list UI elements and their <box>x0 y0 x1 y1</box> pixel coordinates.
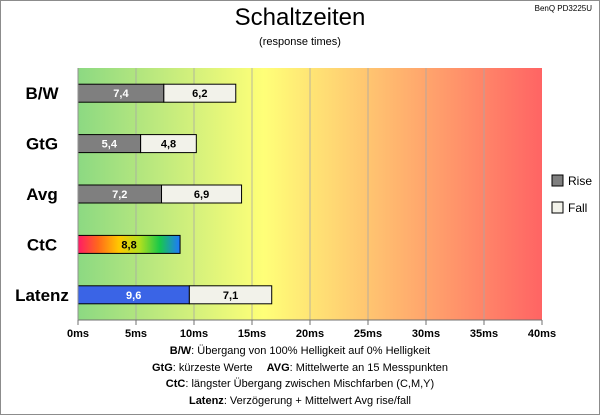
note-ctc-label: CtC <box>165 378 186 390</box>
x-tick-label: 0ms <box>67 328 89 340</box>
chart-title: Schaltzeiten <box>234 4 366 31</box>
bar-fall-label: 6,9 <box>194 189 209 201</box>
x-tick-label: 40ms <box>528 328 556 340</box>
bar-fall-label: 6,2 <box>192 88 207 100</box>
note-ctc: CtC: längster Übergang zwischen Mischfar… <box>0 376 600 393</box>
bars: 7,4 6,2 5,4 4,8 7,2 6,9 8,8 9,6 7,1 <box>77 83 273 305</box>
category-label: Avg <box>26 185 58 204</box>
chart-subtitle: (response times) <box>259 36 341 48</box>
bar-rise-label: 5,4 <box>102 139 118 151</box>
bar-rise-label: 7,4 <box>113 88 129 100</box>
note-ctc-text: : längster Übergang zwischen Mischfarben… <box>185 378 435 390</box>
note-bw: B/W: Übergang von 100% Helligkeit auf 0%… <box>0 343 600 360</box>
bar-fall-label: 7,1 <box>223 290 238 302</box>
bar-rise-label: 7,2 <box>112 189 127 201</box>
note-bw-label: B/W <box>169 345 192 357</box>
bar-fall-label: 4,8 <box>161 139 176 151</box>
note-avg-label: AVG <box>266 361 290 374</box>
x-tick-label: 10ms <box>180 328 208 340</box>
x-tick-label: 20ms <box>296 328 324 340</box>
x-tick-label: 15ms <box>238 328 266 340</box>
x-tick-label: 5ms <box>125 328 147 340</box>
note-avg-text: : Mittelwerte an 15 Messpunkten <box>289 361 449 374</box>
legend-swatch <box>551 201 564 214</box>
notes-block: B/W: Übergang von 100% Helligkeit auf 0%… <box>0 343 600 409</box>
legend-label: Fall <box>568 201 587 215</box>
x-tick-label: 35ms <box>470 328 498 340</box>
note-latenz-label: Latenz <box>188 394 224 407</box>
note-gtg-label: GtG <box>151 361 173 374</box>
bar-fall <box>188 285 273 305</box>
category-labels: B/W GtG Avg CtC Latenz <box>15 84 69 305</box>
x-tick-label: 25ms <box>354 328 382 340</box>
category-label: Latenz <box>15 286 69 305</box>
note-latenz-text: : Verzögerung + Mittelwert Avg rise/fall <box>223 394 412 407</box>
bar-fall <box>161 184 243 204</box>
note-gtg-text: : kürzeste Werte <box>172 361 253 374</box>
x-tick-label: 30ms <box>412 328 440 340</box>
chart-svg: 7,4 6,2 5,4 4,8 7,2 6,9 8,8 9,6 7,1 0ms 5ms 10ms 15… <box>15 68 592 340</box>
category-label: CtC <box>27 235 57 254</box>
note-gtg-avg: GtG: kürzeste Werte AVG: Mittelwerte an 1… <box>0 360 600 377</box>
x-axis-ticks: 0ms 5ms 10ms 15ms 20ms 25ms 30ms 35ms 40ms <box>67 68 556 340</box>
legend: Rise Fall <box>551 174 592 215</box>
monitor-model-label: BenQ PD3225U <box>534 4 592 13</box>
legend-swatch <box>551 174 564 187</box>
bar-rise-label: 8,8 <box>121 239 136 251</box>
note-latenz: Latenz: Verzögerung + Mittelwert Avg ris… <box>0 393 600 410</box>
bar-rise-label: 9,6 <box>126 290 141 302</box>
bar-fall <box>140 134 197 154</box>
note-bw-text: : Übergang von 100% Helligkeit auf 0% He… <box>191 345 431 357</box>
category-label: GtG <box>26 135 58 154</box>
bar-fall <box>163 83 237 103</box>
legend-label: Rise <box>568 174 592 188</box>
category-label: B/W <box>25 84 59 103</box>
